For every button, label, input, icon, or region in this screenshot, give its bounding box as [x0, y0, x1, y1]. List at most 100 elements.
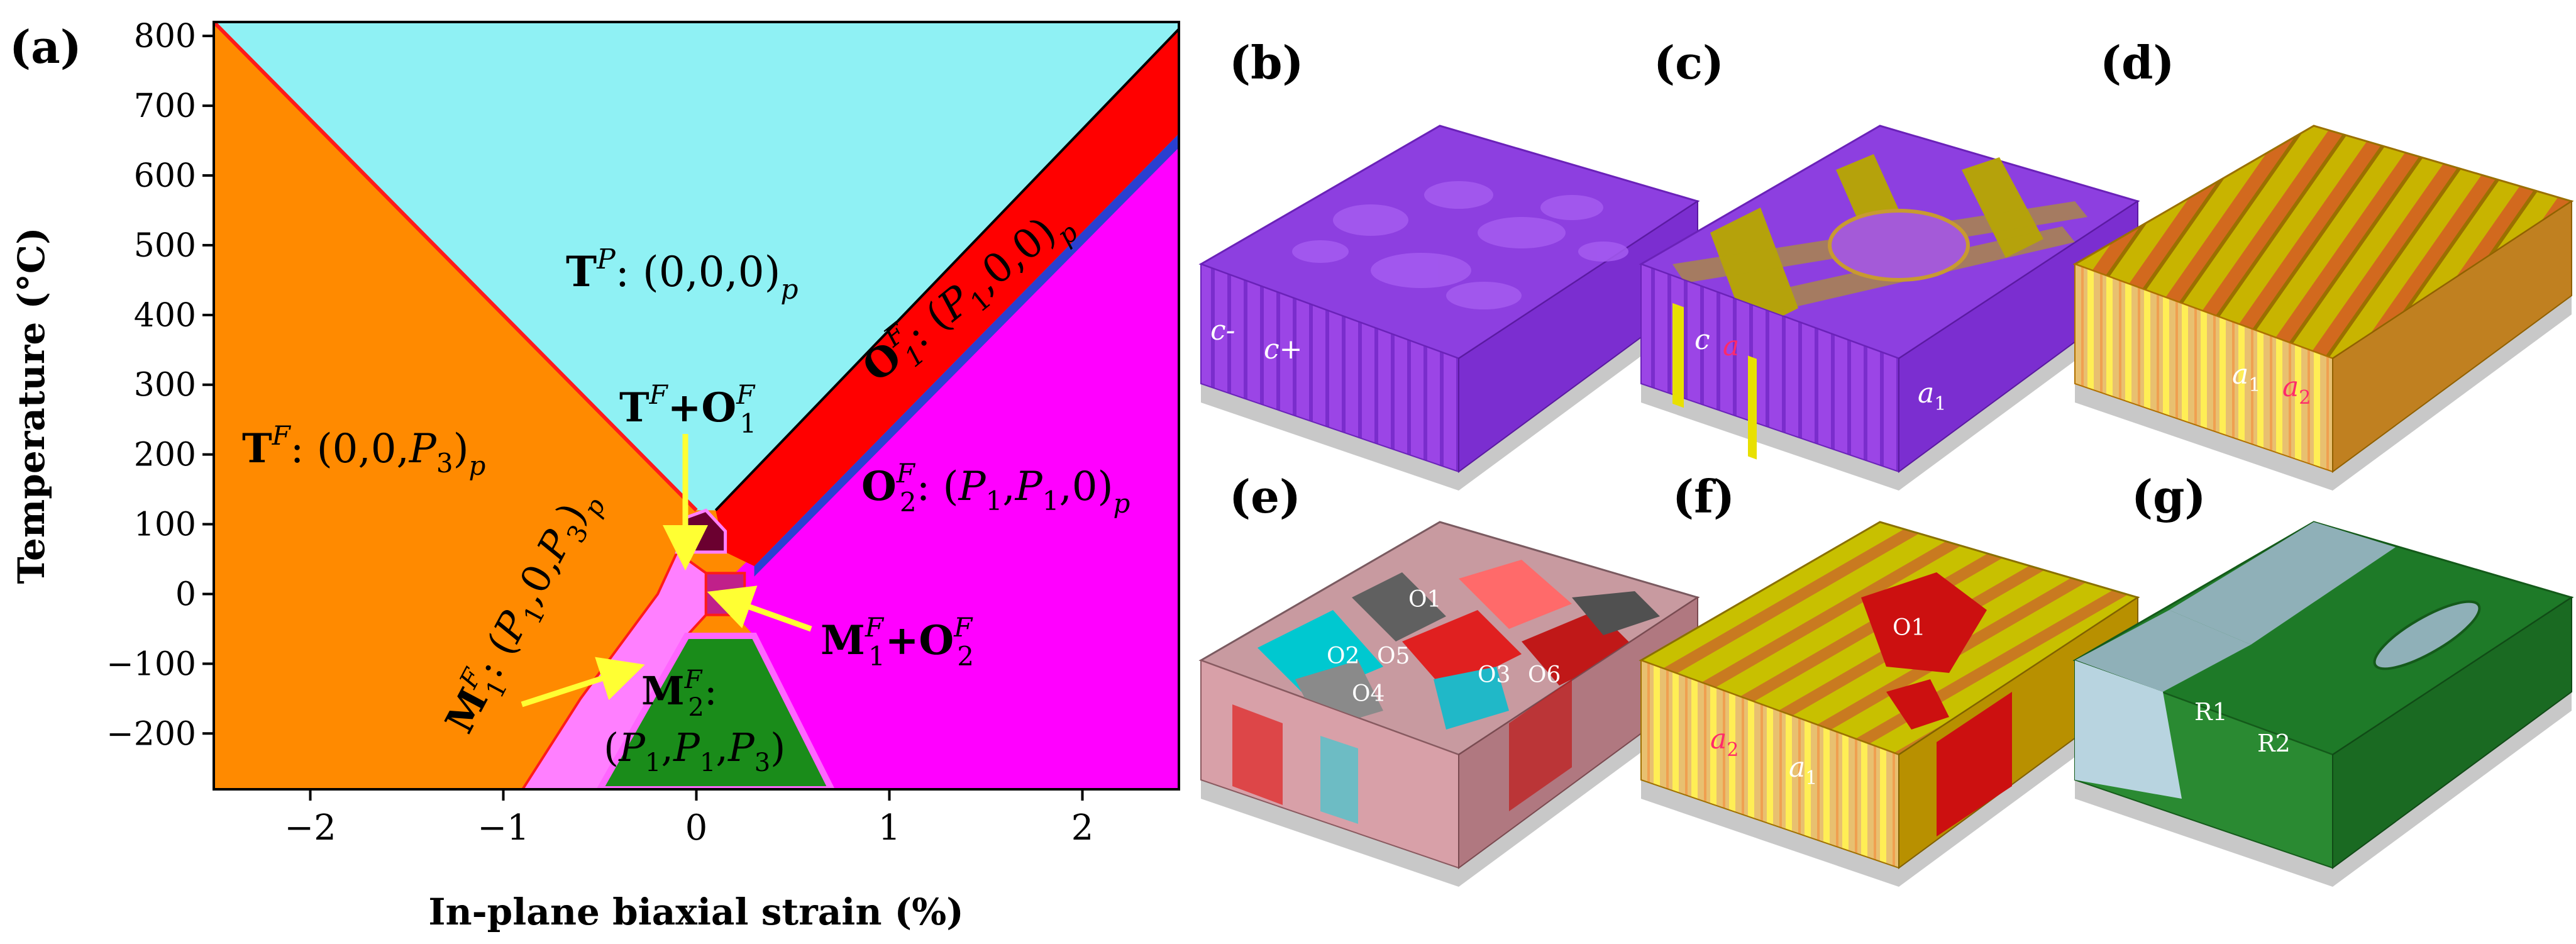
- y-axis-label: Temperature (°C): [10, 227, 53, 584]
- arrow-m1-o2: [707, 586, 812, 632]
- panel-c-label: (c): [1654, 36, 1724, 89]
- y-axis: −200 −100 0 100 200 300 400 500 600 700 800: [106, 18, 214, 753]
- label-o2-rest: : (: [917, 464, 959, 510]
- tfo-osup: F: [736, 379, 756, 410]
- label-o2: OF 2: (P1,P1,0)p: [861, 458, 1130, 519]
- phase-line-left: [214, 22, 698, 512]
- panel-e-label: (e): [1229, 470, 1301, 523]
- label-tf-close: ): [453, 426, 469, 472]
- x-axis-label: In-plane biaxial strain (%): [428, 891, 963, 933]
- label-o2-sup: F: [896, 458, 916, 489]
- m2-open: (: [604, 725, 619, 770]
- y-tick-label: 500: [134, 227, 196, 265]
- label-m2: MF 2:: [641, 665, 717, 722]
- panel-d-label: (d): [2100, 36, 2174, 89]
- panel-e-text-2: O2: [1327, 643, 1359, 669]
- m2-p3: P: [727, 725, 755, 770]
- label-o2-p1sub: 1: [986, 486, 1003, 516]
- label-o2-main: O: [861, 463, 897, 510]
- label-tp-rest: : (0,0,0): [616, 248, 781, 296]
- tfo-plus: +: [668, 384, 702, 431]
- panel-e-text-1: O1: [1408, 587, 1441, 613]
- m2-p2: P: [673, 725, 700, 770]
- panel-d-text-2-main: a: [2282, 371, 2299, 403]
- mo-osub: 2: [957, 641, 974, 672]
- label-tp-main: T: [566, 247, 597, 296]
- y-tick-label: 300: [134, 367, 196, 404]
- panel-e-text-5: O3: [1478, 662, 1510, 688]
- mo-plus: +: [885, 617, 919, 664]
- panel-d-text-1-main: a: [2232, 358, 2248, 391]
- panel-f-text-3: a1: [1789, 752, 1817, 789]
- panel-b-text-2: c+: [1264, 333, 1303, 365]
- y-tick-label: −100: [106, 645, 196, 683]
- phase-diagram: [214, 22, 1179, 789]
- label-tf-main: T: [242, 425, 272, 472]
- panel-d-text-1: a1: [2232, 358, 2260, 396]
- panel-c-text-1: c: [1694, 324, 1710, 356]
- label-o2-comma: ,: [1002, 464, 1015, 510]
- m2-p1: P: [618, 725, 646, 770]
- panel-f-text-3-main: a: [1789, 752, 1805, 784]
- label-m2-main: M: [641, 668, 685, 714]
- panel-f-text-3-sub: 1: [1805, 767, 1817, 789]
- label-tp: TP: (0,0,0)p: [566, 243, 799, 306]
- panel-g-text-2: R2: [2257, 730, 2291, 757]
- mo-m: M: [821, 617, 865, 664]
- label-tf-o1: TF+OF 1: [619, 379, 756, 439]
- tfo-osub: 1: [739, 408, 756, 439]
- panel-g: R1 R2: [2072, 521, 2574, 887]
- label-o2-sub1: 2: [900, 487, 917, 518]
- label-tf-sub: p: [469, 450, 486, 481]
- mo-msub: 1: [868, 641, 885, 672]
- tfo-o: O: [701, 384, 736, 431]
- tfo-t: T: [619, 384, 650, 431]
- region-tp: [214, 22, 1179, 511]
- y-tick-label: 400: [134, 297, 196, 335]
- region-o2: [734, 140, 1179, 789]
- panel-b-text-1: c-: [1210, 314, 1235, 347]
- label-m2-formula: (P1,P1,P3): [604, 725, 785, 777]
- mo-osup: F: [953, 612, 973, 643]
- panel-f: O1 a2 a1: [1639, 521, 2140, 887]
- y-tick-label: −200: [106, 715, 196, 753]
- panel-d-text-1-sub: 1: [2248, 374, 2260, 396]
- panel-c-text-2: a: [1723, 330, 1739, 362]
- panel-d: a1 a2: [2072, 125, 2574, 491]
- label-tp-sub: p: [780, 274, 798, 306]
- m2-c1: ,: [661, 725, 673, 770]
- y-tick-label: 100: [134, 506, 196, 544]
- panel-e: O1 O2 O5 O4 O3 O6: [1198, 521, 1700, 887]
- panel-g-text-1: R1: [2194, 698, 2228, 726]
- y-tick-label: 0: [175, 575, 196, 613]
- y-tick-label: 700: [134, 87, 196, 125]
- x-tick-label: 0: [685, 808, 708, 848]
- panel-f-text-2: a2: [1710, 723, 1739, 761]
- mo-msup: F: [865, 612, 885, 643]
- panel-f-text-2-main: a: [1710, 723, 1727, 755]
- label-tf-p: P: [409, 426, 437, 472]
- label-m2-colon: :: [704, 668, 717, 714]
- m2-close: ): [770, 725, 785, 770]
- region-m2: [596, 633, 835, 789]
- label-o2-p1: P: [958, 464, 987, 510]
- region-m1-o2: [704, 572, 746, 616]
- label-tp-sup: P: [596, 243, 616, 275]
- region-o1: [716, 29, 1179, 567]
- panel-c-text-3-sub: 1: [1934, 393, 1946, 415]
- m2-c2: ,: [716, 725, 728, 770]
- panel-c: c a a1: [1639, 125, 2140, 491]
- y-tick-label: 800: [134, 18, 196, 55]
- label-o2-close: ,0): [1059, 464, 1113, 510]
- panel-d-text-2-sub: 2: [2299, 387, 2311, 409]
- y-tick-label: 200: [134, 436, 196, 474]
- label-m2-sub1: 2: [688, 693, 704, 722]
- label-tf-rest: : (0,0,: [290, 426, 409, 472]
- label-m2-sup: F: [684, 665, 703, 694]
- region-boundary-blue: [754, 133, 1179, 577]
- label-tf-psub: 3: [436, 448, 453, 479]
- panel-c-text-3-main: a: [1918, 377, 1934, 409]
- x-tick-label: −2: [284, 808, 336, 848]
- x-tick-label: 1: [878, 808, 901, 848]
